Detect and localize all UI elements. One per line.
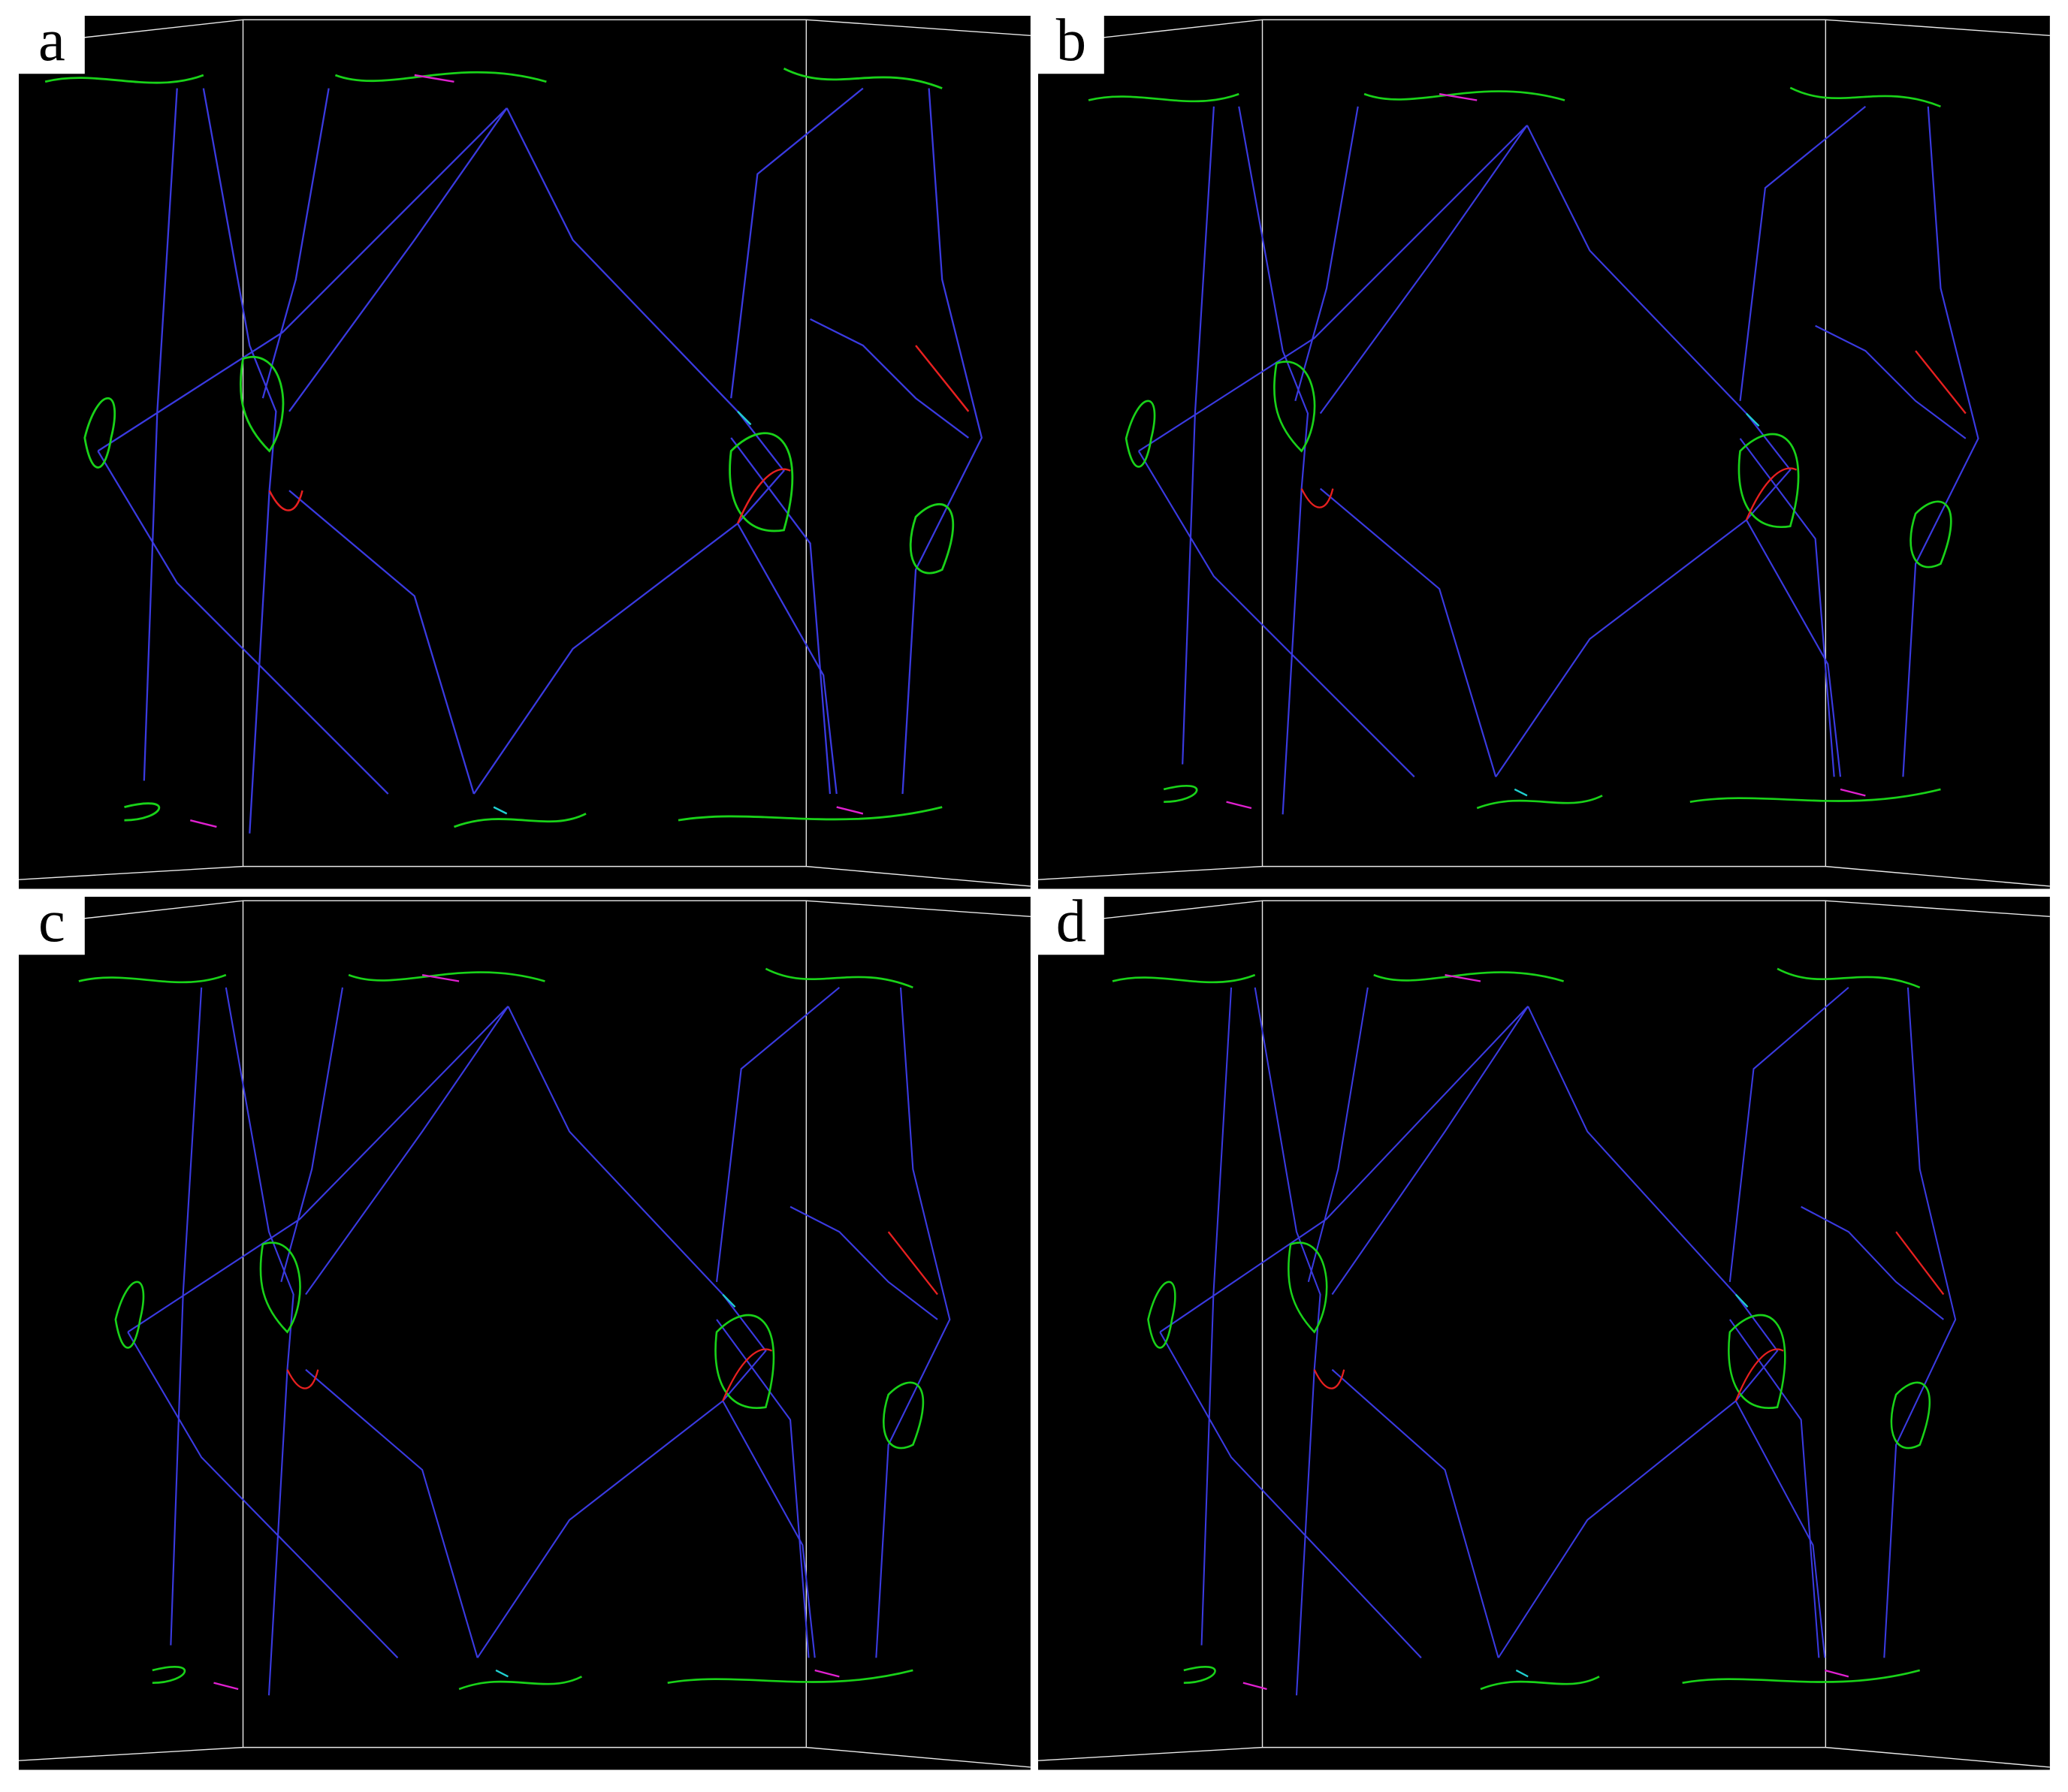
label-box — [1038, 16, 1104, 74]
simulation-box — [1037, 15, 2051, 890]
label-box — [19, 16, 85, 74]
panel-label: d — [1056, 888, 1086, 955]
label-box — [1038, 897, 1104, 955]
panel: d — [1037, 888, 2051, 1771]
panel: b — [1037, 7, 2051, 890]
panel-label: b — [1056, 7, 1086, 74]
panel-label: c — [38, 888, 65, 955]
simulation-box — [1037, 896, 2051, 1771]
label-box — [19, 897, 85, 955]
panel-label: a — [38, 7, 65, 74]
panel: c — [18, 888, 1031, 1771]
panel: a — [18, 7, 1031, 890]
simulation-box — [18, 15, 1031, 890]
